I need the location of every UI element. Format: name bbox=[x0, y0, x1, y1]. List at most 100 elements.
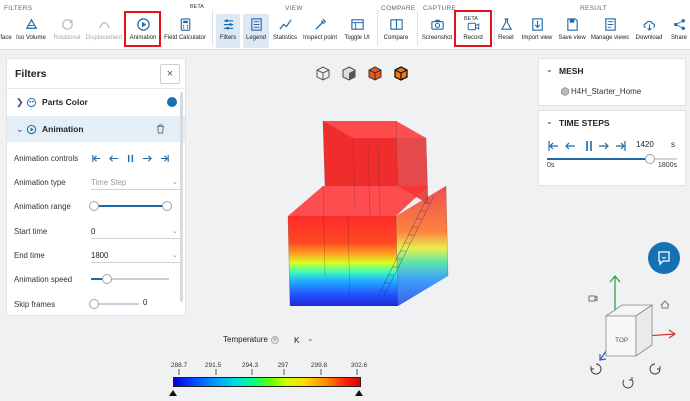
field-calculator-button[interactable]: Field Calculator bbox=[163, 14, 207, 48]
colored-edges-cube-icon[interactable] bbox=[394, 66, 408, 81]
colored-cube-icon[interactable] bbox=[368, 66, 382, 81]
animation-range-slider[interactable] bbox=[89, 196, 180, 216]
chevron-down-icon[interactable]: ⌄ bbox=[307, 334, 314, 343]
time-step-slider[interactable] bbox=[547, 151, 677, 167]
share-button[interactable]: Share bbox=[668, 14, 690, 48]
legend-tick-marks bbox=[178, 369, 358, 375]
rotate-right-icon[interactable] bbox=[649, 363, 661, 375]
view-cube[interactable]: TOP bbox=[588, 268, 688, 392]
filters-group-label: FILTERS bbox=[4, 5, 33, 12]
time-step-handle[interactable] bbox=[644, 154, 655, 164]
chevron-right-icon[interactable]: ❯ bbox=[16, 96, 24, 107]
save-view-button[interactable]: Save view bbox=[557, 14, 587, 48]
temperature-colorbar bbox=[173, 377, 361, 387]
range-end-handle[interactable] bbox=[162, 201, 172, 211]
legend-unit-select[interactable]: K bbox=[294, 335, 300, 345]
record-highlight bbox=[454, 10, 492, 47]
time-step-value[interactable]: 1420 bbox=[636, 140, 654, 149]
home-icon[interactable] bbox=[660, 300, 670, 309]
list-icon bbox=[604, 18, 616, 31]
tree-item-parts-color[interactable]: ❯ Parts Color bbox=[7, 89, 185, 115]
play-circle-icon bbox=[26, 124, 37, 134]
pause-icon[interactable] bbox=[125, 153, 136, 164]
chevron-down-icon[interactable]: ⌄ bbox=[546, 65, 553, 74]
filters-button[interactable]: Filters bbox=[216, 14, 240, 48]
displacement-button[interactable]: Displacement bbox=[86, 14, 122, 48]
rotational-icon bbox=[61, 19, 73, 30]
speed-handle[interactable] bbox=[101, 274, 112, 284]
tree-item-animation[interactable]: ⌄ Animation bbox=[7, 116, 185, 142]
step-forward-icon[interactable] bbox=[142, 153, 153, 164]
start-time-select[interactable]: 0 ⌄ bbox=[91, 221, 180, 241]
legend-icon bbox=[250, 18, 262, 31]
mesh-item[interactable]: H4H_Starter_Home bbox=[571, 87, 642, 96]
animation-speed-slider[interactable] bbox=[91, 269, 180, 289]
solid-cube-icon[interactable] bbox=[342, 66, 356, 81]
reset-button[interactable]: Reset bbox=[496, 14, 516, 48]
rotate-down-icon[interactable] bbox=[622, 377, 634, 389]
skip-frames-slider[interactable]: 0 bbox=[89, 294, 180, 314]
chat-button[interactable] bbox=[648, 242, 680, 274]
animation-button[interactable]: Animation bbox=[126, 14, 160, 48]
animation-controls-row: Animation controls bbox=[14, 148, 180, 168]
temperature-3d-model[interactable] bbox=[278, 116, 468, 316]
end-time-row: End time 1800 ⌄ bbox=[14, 245, 180, 265]
skip-to-start-icon[interactable] bbox=[91, 153, 102, 164]
rotational-button[interactable]: Rotational bbox=[52, 14, 82, 48]
inspect-point-button[interactable]: Inspect point bbox=[302, 14, 338, 48]
field-label: End time bbox=[14, 250, 45, 260]
skip-frames-row: Skip frames 0 bbox=[14, 294, 180, 314]
legend-tick: 302.6 bbox=[350, 362, 368, 369]
legend-tick: 297 bbox=[277, 362, 289, 369]
flask-icon bbox=[500, 18, 512, 30]
scrollbar[interactable] bbox=[180, 92, 183, 302]
chevron-down-icon[interactable]: ⌄ bbox=[16, 123, 24, 134]
surface-button[interactable]: face bbox=[0, 14, 12, 48]
right-face[interactable] bbox=[635, 304, 653, 357]
animation-type-select[interactable]: Time Step ⌄ bbox=[91, 172, 180, 192]
chat-icon bbox=[658, 251, 670, 266]
skip-frames-handle[interactable] bbox=[89, 299, 99, 309]
pause-icon[interactable] bbox=[586, 141, 592, 151]
legend-tick: 294.3 bbox=[241, 362, 259, 369]
top-face-label: TOP bbox=[615, 337, 628, 344]
download-button[interactable]: Download bbox=[634, 14, 664, 48]
statistics-button[interactable]: Statistics bbox=[272, 14, 298, 48]
import-view-button[interactable]: Import view bbox=[520, 14, 554, 48]
filters-panel-header: Filters × bbox=[7, 59, 185, 89]
screenshot-button[interactable]: Screenshot bbox=[421, 14, 453, 48]
field-label: Animation controls bbox=[14, 153, 79, 163]
rotate-left-icon[interactable] bbox=[590, 363, 602, 375]
close-button[interactable]: × bbox=[160, 64, 180, 84]
skip-to-end-icon[interactable] bbox=[616, 141, 626, 151]
animation-type-row: Animation type Time Step ⌄ bbox=[14, 172, 180, 192]
close-icon: × bbox=[166, 68, 174, 80]
iso-volume-button[interactable]: Iso Volume bbox=[16, 14, 46, 48]
range-start-handle[interactable] bbox=[89, 201, 99, 211]
wireframe-cube-icon[interactable] bbox=[316, 66, 330, 81]
mesh-cube-icon bbox=[561, 87, 569, 96]
range-min-handle[interactable] bbox=[169, 390, 177, 396]
manage-views-button[interactable]: Manage views bbox=[590, 14, 630, 48]
skip-to-start-icon[interactable] bbox=[548, 141, 558, 151]
compare-button[interactable]: Compare bbox=[381, 14, 411, 48]
colorbar-range-handles bbox=[169, 390, 363, 396]
record-button[interactable]: Record bbox=[456, 20, 490, 48]
legend-button[interactable]: Legend bbox=[243, 14, 269, 48]
step-back-icon[interactable] bbox=[565, 142, 575, 150]
step-back-icon[interactable] bbox=[108, 153, 119, 164]
legend-settings-icon[interactable]: ⚙ bbox=[271, 336, 279, 344]
step-forward-icon[interactable] bbox=[599, 142, 609, 150]
range-max-handle[interactable] bbox=[355, 390, 363, 396]
end-time-select[interactable]: 1800 ⌄ bbox=[91, 245, 180, 265]
toggle-ui-button[interactable]: Toggle UI bbox=[342, 14, 372, 48]
trash-icon[interactable] bbox=[156, 124, 165, 134]
chevron-down-icon[interactable]: ⌄ bbox=[546, 117, 553, 126]
field-label: Animation speed bbox=[14, 274, 73, 284]
tree-item-label: Parts Color bbox=[42, 97, 88, 107]
color-swatch[interactable] bbox=[167, 97, 177, 107]
front-face[interactable] bbox=[605, 315, 637, 357]
legend-tick: 291.5 bbox=[204, 362, 222, 369]
skip-to-end-icon[interactable] bbox=[159, 153, 170, 164]
camera-icon[interactable] bbox=[588, 295, 598, 302]
